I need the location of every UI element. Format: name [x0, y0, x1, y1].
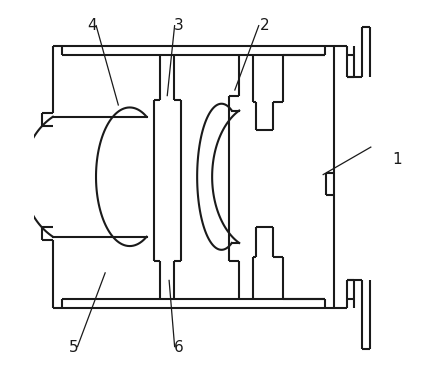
- Text: 4: 4: [87, 18, 97, 33]
- Text: 6: 6: [174, 340, 183, 355]
- Text: 5: 5: [69, 340, 78, 355]
- Text: 3: 3: [174, 18, 183, 33]
- Text: 1: 1: [392, 152, 401, 167]
- Text: 2: 2: [260, 18, 269, 33]
